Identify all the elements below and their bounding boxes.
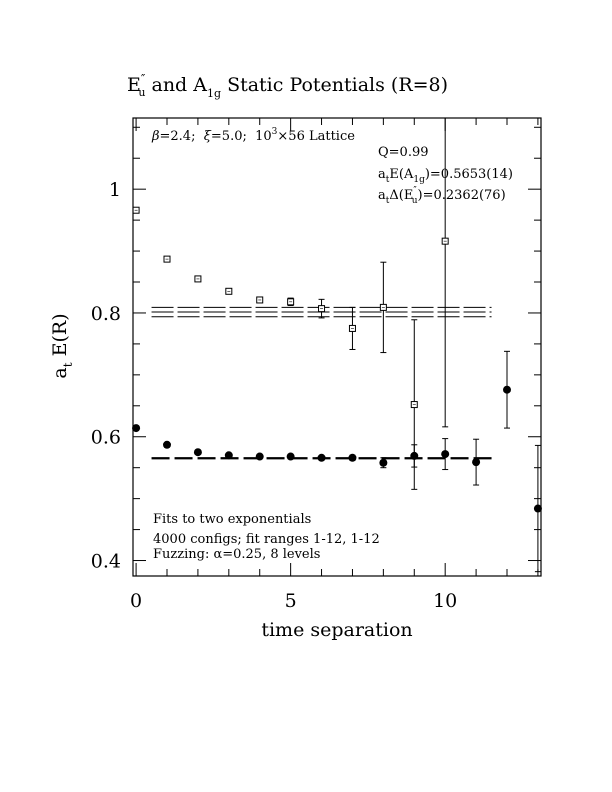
y-tick-label: 0.8	[91, 303, 121, 325]
data-points	[132, 118, 542, 573]
y-axis-label: at E(R)	[49, 313, 75, 378]
y-tick-label: 0.4	[91, 551, 121, 573]
a1g-data-point	[379, 458, 388, 467]
a1g-data-point	[132, 424, 141, 433]
tick-labels: 0.40.60.810 5 10	[91, 179, 457, 612]
fit-lines	[151, 306, 492, 460]
a1g-data-point	[286, 452, 295, 461]
a1g-data-point	[255, 452, 264, 461]
a1g-data-point	[533, 504, 542, 513]
y-tick-label: 1	[109, 179, 121, 201]
a1g-data-point	[193, 448, 202, 457]
axis-ticks	[133, 118, 541, 576]
x-tick-label: 5	[285, 590, 297, 612]
q-annotation: Q=0.99	[378, 145, 429, 160]
chart-title: E″ u and A1g Static Potentials (R=8)	[127, 72, 448, 100]
note-fits: Fits to two exponentials	[153, 512, 311, 527]
x-axis-label: time separation	[261, 619, 412, 641]
eu-fit-annotation: atΔ(E″ u)=0.2362(76)	[378, 186, 506, 206]
a1g-data-point	[503, 385, 511, 394]
a1g-data-point	[348, 453, 357, 462]
plot-frame	[132, 117, 542, 577]
a1g-data-point	[224, 451, 233, 460]
a1g-fit-annotation: atE(A1g)=0.5653(14)	[378, 167, 513, 185]
x-tick-label: 10	[433, 590, 457, 612]
lattice-annotation: β=2.4; ξ=5.0; 103×56 Lattice	[151, 127, 355, 144]
a1g-data-point	[472, 458, 481, 467]
note-fuzzing: Fuzzing: α=0.25, 8 levels	[153, 547, 320, 562]
a1g-data-point	[441, 450, 450, 459]
a1g-data-point	[317, 453, 326, 462]
note-configs: 4000 configs; fit ranges 1-12, 1-12	[153, 532, 380, 547]
a1g-data-point	[163, 440, 171, 449]
x-tick-label: 0	[130, 590, 142, 612]
y-tick-label: 0.6	[91, 427, 121, 449]
